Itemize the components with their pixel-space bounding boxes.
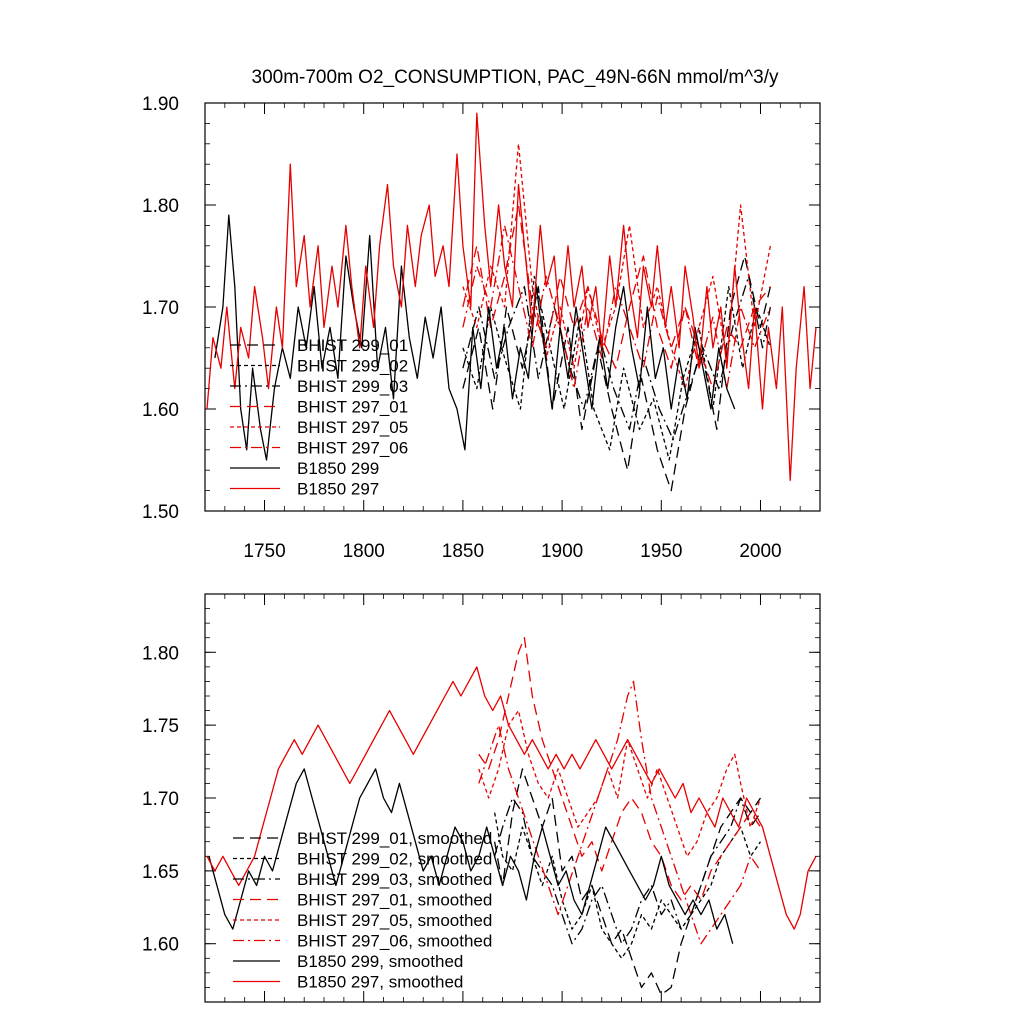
y-tick-label: 1.90 <box>142 94 179 115</box>
series-line-5 <box>462 143 772 390</box>
legend-label: BHIST 297_01 <box>297 398 408 417</box>
legend-label: BHIST 299_01, smoothed <box>297 829 492 848</box>
series-line-4 <box>462 204 771 390</box>
y-tick-label: 1.60 <box>142 935 179 956</box>
legend-label: BHIST 299_02, smoothed <box>297 850 492 869</box>
series-line-8 <box>206 112 817 482</box>
legend-label: BHIST 297_05 <box>297 418 408 437</box>
y-tick-label: 1.80 <box>142 196 179 217</box>
series-line-7 <box>208 768 734 944</box>
series-line-7 <box>214 214 736 461</box>
series-line-8 <box>206 666 817 930</box>
legend-label: B1850 299 <box>297 459 379 478</box>
legend-label: BHIST 297_06 <box>297 439 408 458</box>
x-tick-label: 1950 <box>640 541 682 562</box>
series-group <box>206 112 817 492</box>
x-tick-label: 1750 <box>243 541 285 562</box>
legend-label: BHIST 297_05, smoothed <box>297 911 492 930</box>
top-panel: 300m-700m O2_CONSUMPTION, PAC_49N-66N mm… <box>142 67 821 562</box>
legend-label: BHIST 297_01, smoothed <box>297 891 492 910</box>
series-line-3 <box>462 275 772 441</box>
series-line-5 <box>478 709 762 857</box>
y-tick-label: 1.75 <box>142 716 179 737</box>
x-tick-label: 1800 <box>343 541 385 562</box>
y-tick-label: 1.70 <box>142 298 179 319</box>
y-tick-label: 1.65 <box>142 862 179 883</box>
series-line-3 <box>493 797 762 945</box>
axis-ticks: 1.60 1.65 1.70 1.75 1.80 <box>142 593 821 1003</box>
series-line-2 <box>493 812 762 959</box>
x-tick-label: 1900 <box>541 541 583 562</box>
series-line-4 <box>478 637 762 901</box>
x-tick-label: 2000 <box>739 541 781 562</box>
series-line-2 <box>462 275 772 461</box>
series-group <box>206 637 817 996</box>
legend-label: BHIST 299_02 <box>297 357 408 376</box>
legend: BHIST 299_01, smoothed BHIST 299_02, smoo… <box>233 829 492 992</box>
legend-label: BHIST 299_01 <box>297 336 408 355</box>
series-line-6 <box>478 680 762 945</box>
legend-label: B1850 297, smoothed <box>297 973 463 992</box>
axis-ticks: 1.50 1.60 1.70 1.80 1.90 1750 1800 1850 1900 1950… <box>142 94 821 562</box>
legend-label: BHIST 297_06, smoothed <box>297 932 492 951</box>
bottom-panel: 1.60 1.65 1.70 1.75 1.80 BHIST 299_01, smoot… <box>142 593 821 1003</box>
y-tick-label: 1.70 <box>142 789 179 810</box>
chart-title: 300m-700m O2_CONSUMPTION, PAC_49N-66N mm… <box>252 67 779 88</box>
legend-label: B1850 299, smoothed <box>297 952 463 971</box>
legend-label: BHIST 299_03 <box>297 377 408 396</box>
x-tick-label: 1850 <box>442 541 484 562</box>
y-tick-label: 1.80 <box>142 643 179 664</box>
y-tick-label: 1.50 <box>142 502 179 523</box>
legend-label: B1850 297 <box>297 480 379 499</box>
legend-label: BHIST 299_03, smoothed <box>297 870 492 889</box>
series-line-1 <box>493 768 762 996</box>
y-tick-label: 1.60 <box>142 400 179 421</box>
